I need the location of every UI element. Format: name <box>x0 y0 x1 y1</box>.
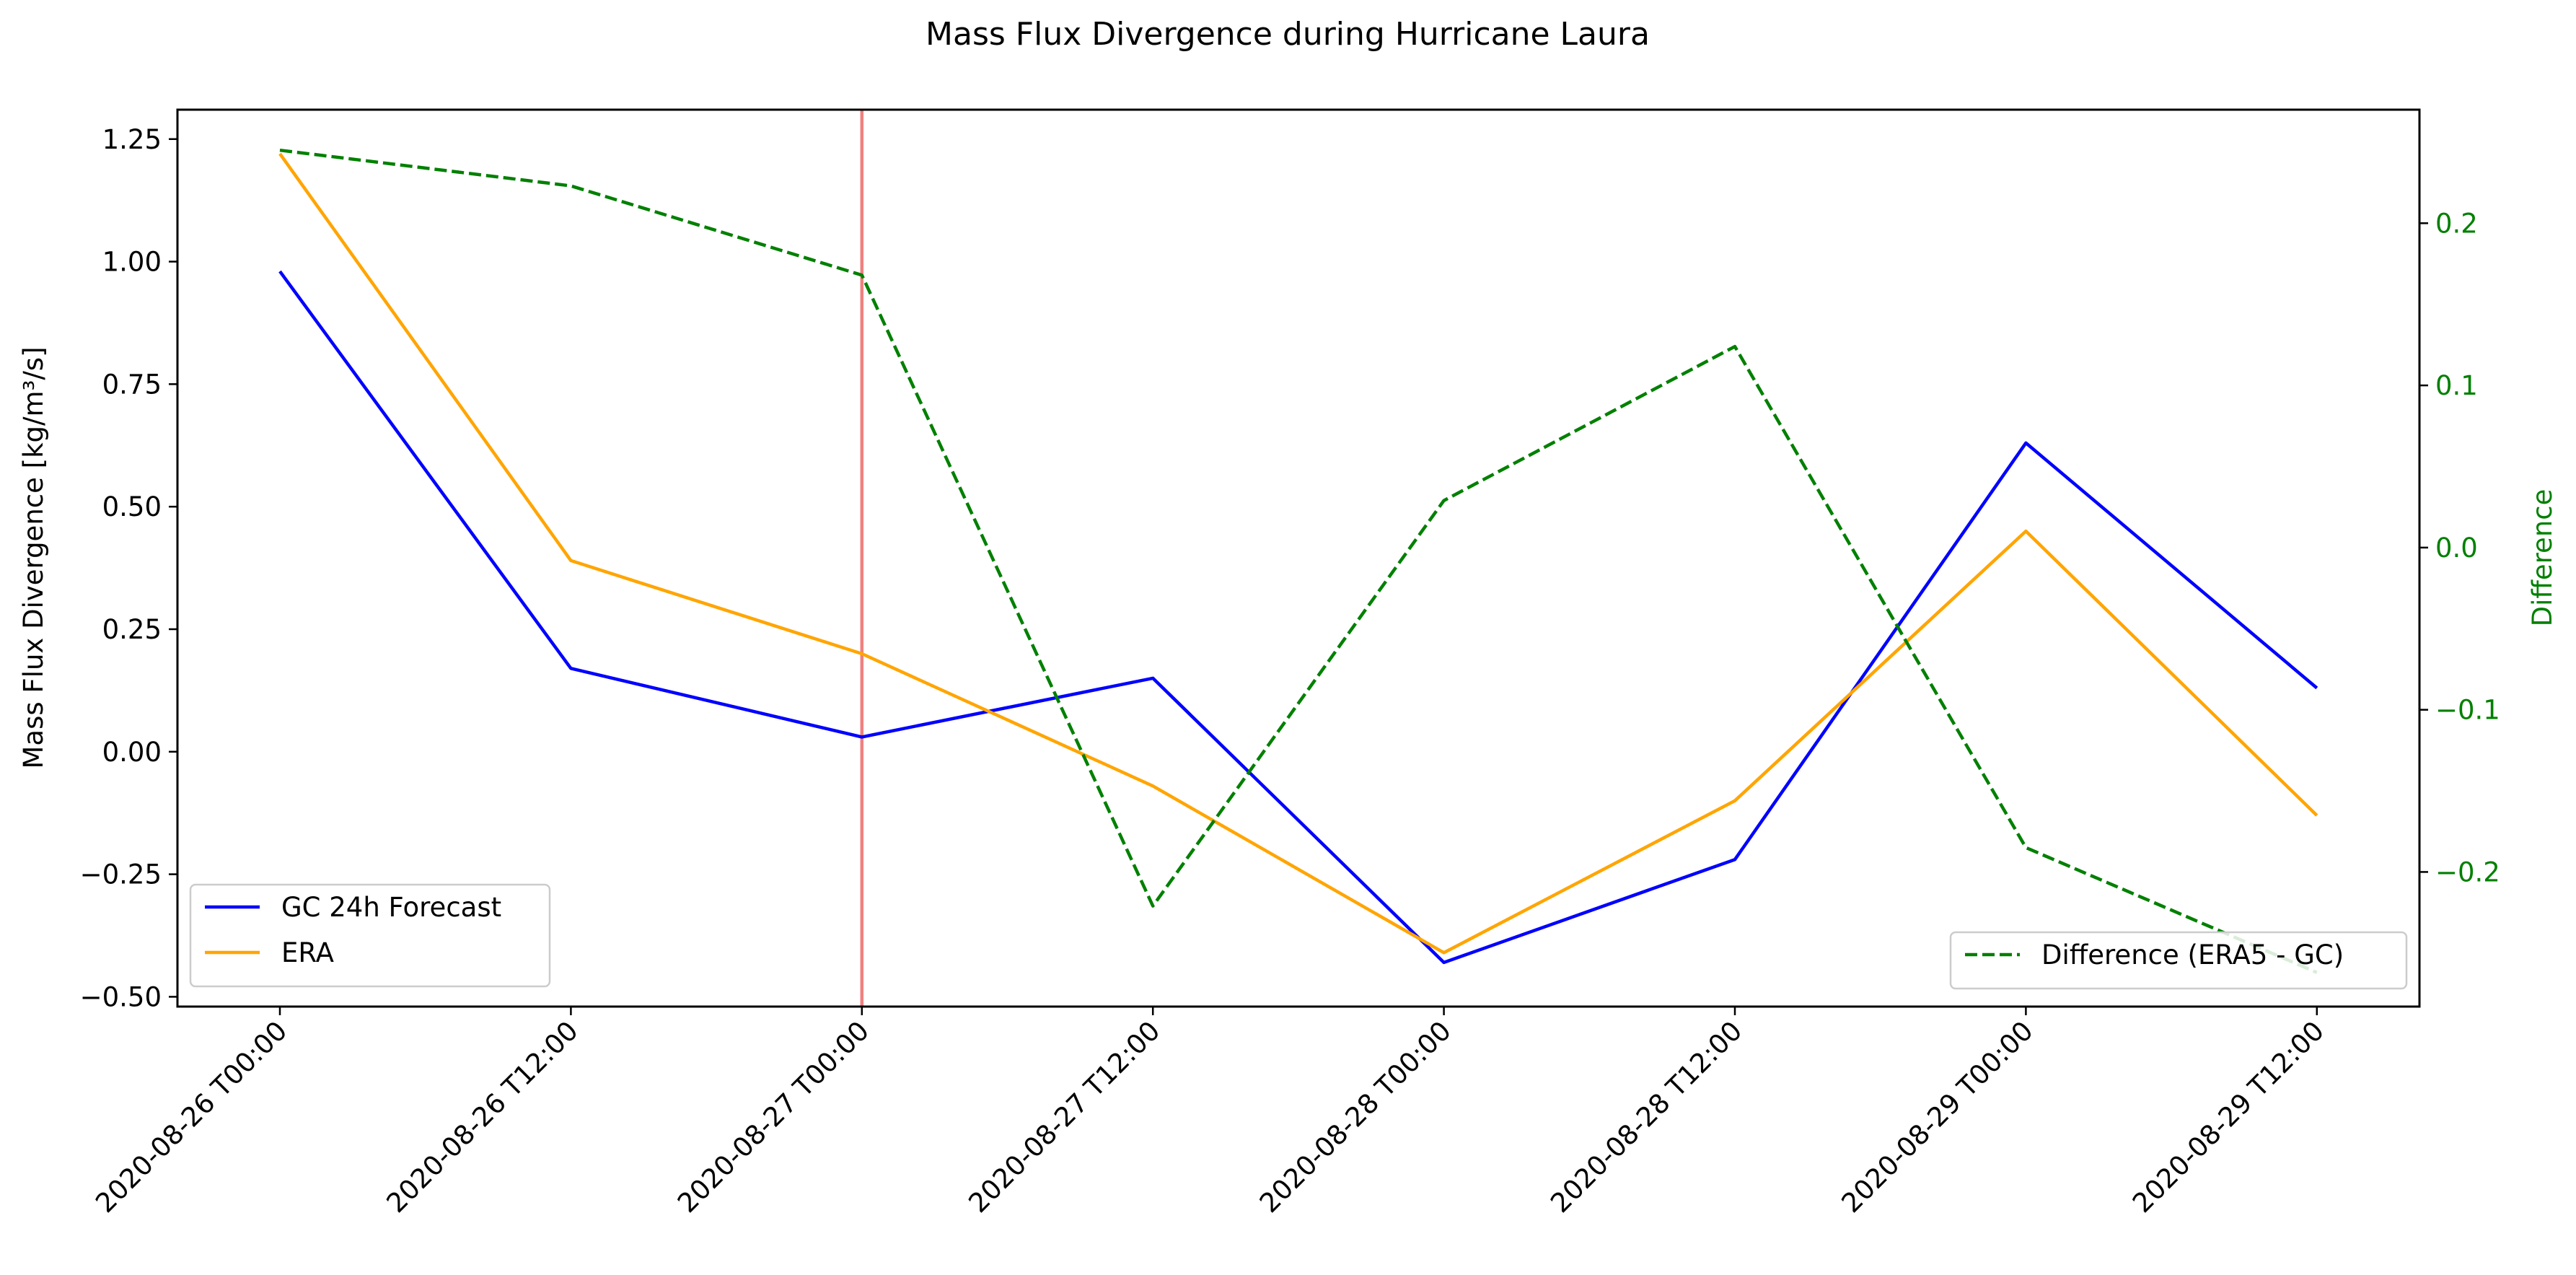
left-axis: −0.50 −0.25 0.00 0.25 0.50 0.75 1.00 1.25 <box>80 124 177 1012</box>
series-line-difference-era5-gc <box>279 148 2318 974</box>
y-tick-label: 0.75 <box>102 369 162 400</box>
legend-label: GC 24h Forecast <box>281 892 501 923</box>
y2-tick-label: 0.0 <box>2435 533 2478 564</box>
y2-tick-label: 0.2 <box>2435 208 2478 239</box>
y2-axis-label: Difference <box>2527 489 2558 627</box>
legend-label: Difference (ERA5 - GC) <box>2041 939 2344 971</box>
y2-tick-label: −0.1 <box>2435 695 2500 726</box>
legend-box <box>189 883 551 988</box>
right-axis: −0.2 −0.1 0.0 0.1 0.2 <box>2419 208 2500 888</box>
y-tick-label: −0.50 <box>80 981 162 1012</box>
y-tick-label: 1.00 <box>102 247 162 278</box>
y-tick-label: −0.25 <box>80 859 162 890</box>
y-tick-label: 1.25 <box>102 124 162 155</box>
legend-right: Difference (ERA5 - GC) <box>1949 931 2408 990</box>
chart-title: Mass Flux Divergence during Hurricane La… <box>926 16 1650 53</box>
legend-left: GC 24h Forecast ERA <box>189 883 551 988</box>
y-axis-label: Mass Flux Divergence [kg/m³/s] <box>18 346 49 768</box>
legend-label: ERA <box>281 937 334 968</box>
series-line-gc-24h-forecast <box>278 270 2318 965</box>
plot-frame <box>176 108 2421 1008</box>
y2-tick-label: −0.2 <box>2435 856 2500 888</box>
y-tick-label: 0.25 <box>102 614 162 645</box>
y-tick-label: 0.00 <box>102 737 162 768</box>
legend-box <box>1949 931 2408 990</box>
y-tick-label: 0.50 <box>102 491 162 522</box>
series-line-era <box>278 152 2318 955</box>
y2-tick-label: 0.1 <box>2435 370 2478 401</box>
plot-area <box>278 110 2318 1007</box>
